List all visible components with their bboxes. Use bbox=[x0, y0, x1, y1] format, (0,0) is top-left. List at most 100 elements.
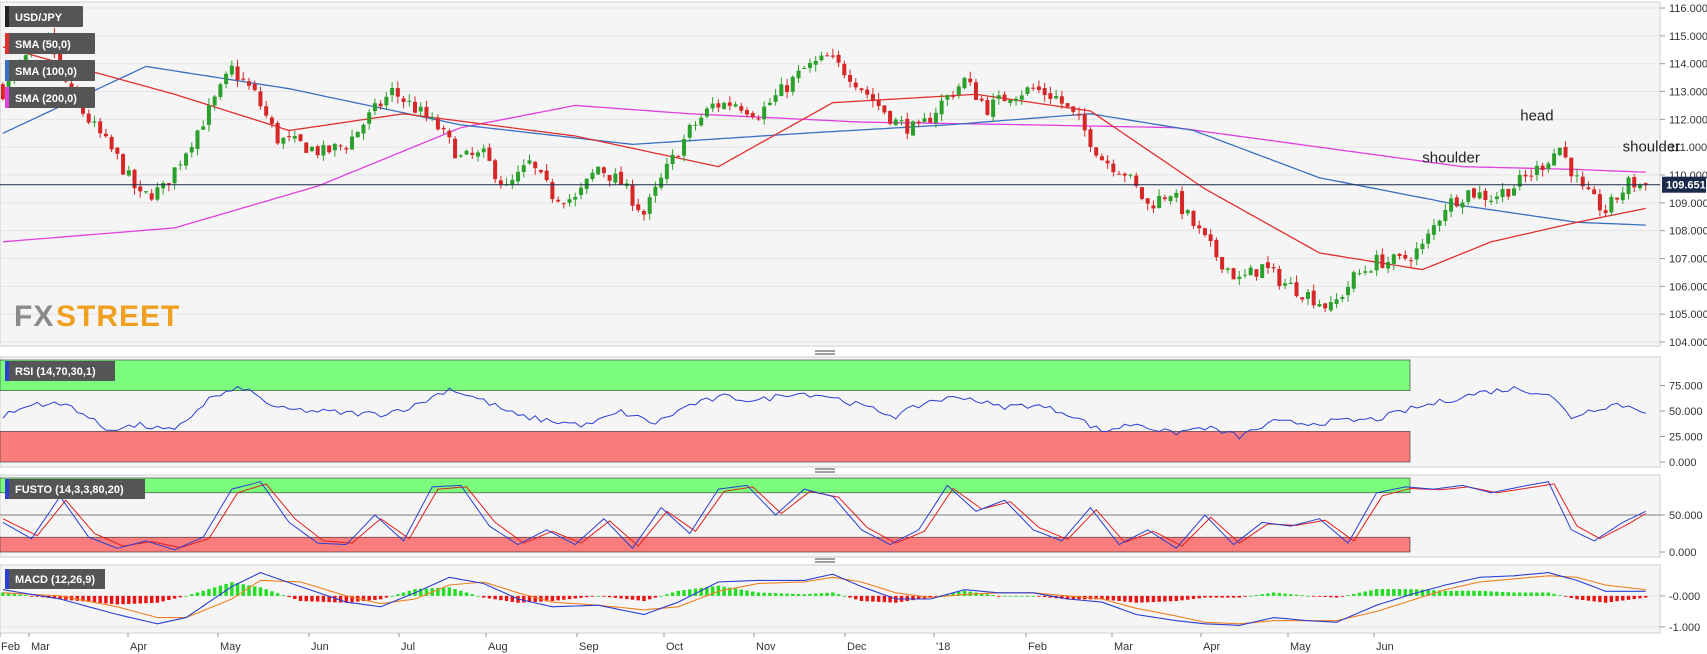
macd-hist-bar bbox=[1512, 592, 1516, 596]
macd-hist-bar bbox=[962, 590, 967, 596]
candle-body bbox=[1592, 189, 1597, 195]
macd-hist-bar bbox=[510, 595, 515, 602]
candle-body bbox=[1117, 173, 1122, 175]
candle-body bbox=[573, 196, 578, 200]
candle-body bbox=[1208, 234, 1213, 242]
candle-body bbox=[682, 139, 687, 156]
macd-hist-bar bbox=[991, 595, 995, 596]
macd-hist-bar bbox=[321, 595, 326, 602]
macd-hist-bar bbox=[155, 595, 160, 603]
price-tick-label: 112.000 bbox=[1669, 114, 1707, 126]
rsi-tick-label: 25.000 bbox=[1669, 432, 1703, 444]
macd-hist-bar bbox=[1535, 592, 1539, 596]
candle-body bbox=[1363, 271, 1368, 273]
candle-body bbox=[813, 60, 818, 65]
legend-box[interactable] bbox=[5, 87, 95, 108]
candle-body bbox=[973, 82, 978, 100]
macd-hist-bar bbox=[275, 593, 280, 596]
macd-hist-bar bbox=[293, 595, 297, 600]
candle-body bbox=[596, 166, 601, 175]
candle-body bbox=[1368, 271, 1373, 273]
candle-body bbox=[722, 102, 727, 109]
legend-item-sma-100-0[interactable]: SMA (100,0) bbox=[5, 60, 95, 81]
candle-body bbox=[401, 98, 406, 103]
macd-hist-bar bbox=[373, 595, 377, 600]
legend-box[interactable] bbox=[5, 60, 95, 81]
resize-handle-3[interactable] bbox=[815, 558, 835, 563]
macd-hist-bar bbox=[92, 595, 97, 603]
x-tick-label: Jul bbox=[401, 641, 415, 653]
annotation-shoulder: shoulder bbox=[1422, 149, 1480, 166]
candle-body bbox=[178, 164, 183, 166]
candle-body bbox=[641, 210, 646, 215]
price-tick-label: 109.000 bbox=[1669, 198, 1707, 210]
panel-label-box[interactable] bbox=[5, 361, 115, 381]
macd-hist-bar bbox=[436, 587, 440, 596]
macd-hist-bar bbox=[1186, 595, 1190, 600]
fusto-label[interactable]: FUSTO (14,3,3,80,20) bbox=[5, 479, 145, 499]
macd-hist-bar bbox=[636, 595, 640, 601]
rsi-path bbox=[2, 385, 1646, 440]
panel-label-box[interactable] bbox=[5, 569, 105, 589]
candle-body bbox=[630, 184, 635, 206]
candle-body bbox=[1099, 156, 1104, 161]
macd-label[interactable]: MACD (12,26,9) bbox=[5, 569, 105, 589]
candle-body bbox=[1048, 93, 1053, 99]
x-tick-label: Apr bbox=[1203, 641, 1220, 653]
candle-body bbox=[1174, 192, 1179, 198]
candle-body bbox=[23, 55, 28, 64]
macd-hist-bar bbox=[1369, 590, 1373, 596]
macd-hist-bar bbox=[1277, 593, 1282, 596]
macd-hist-bar bbox=[253, 586, 257, 596]
candle-body bbox=[659, 177, 664, 188]
candle-body bbox=[1374, 254, 1379, 271]
candle-body bbox=[418, 106, 423, 112]
candle-body bbox=[412, 101, 418, 113]
candle-body bbox=[1351, 272, 1356, 289]
macd-hist-bar bbox=[1523, 592, 1528, 596]
panel-label-box[interactable] bbox=[5, 479, 145, 499]
candle-body bbox=[1128, 174, 1133, 176]
candle-body bbox=[281, 137, 286, 144]
rsi-label[interactable]: RSI (14,70,30,1) bbox=[5, 361, 115, 381]
macd-hist-bar bbox=[733, 588, 738, 596]
candle-body bbox=[859, 88, 864, 91]
legend-item-sma-50-0[interactable]: SMA (50,0) bbox=[5, 33, 95, 54]
macd-hist-bar bbox=[1374, 589, 1379, 596]
legend-item-usd-jpy[interactable]: USD/JPY bbox=[5, 6, 83, 27]
legend-item-sma-200-0[interactable]: SMA (200,0) bbox=[5, 87, 95, 108]
legend-box[interactable] bbox=[5, 33, 95, 54]
macd-hist-bar bbox=[1329, 595, 1333, 598]
macd-hist-bar bbox=[1518, 592, 1522, 596]
candle-body bbox=[1615, 197, 1620, 200]
candle-body bbox=[1248, 267, 1253, 276]
candle-body bbox=[1563, 146, 1568, 158]
candle-body bbox=[344, 148, 349, 150]
resize-handle-2[interactable] bbox=[815, 468, 835, 473]
macd-hist-bar bbox=[1145, 595, 1150, 603]
candle-body bbox=[1552, 153, 1557, 166]
macd-hist-bar bbox=[310, 595, 314, 602]
panel-resize-handles[interactable] bbox=[815, 350, 835, 563]
candle-body bbox=[1466, 190, 1471, 202]
candle-body bbox=[533, 161, 538, 169]
candle-body bbox=[1426, 233, 1431, 244]
sma-200-line bbox=[2, 104, 1646, 243]
x-tick-label: '18 bbox=[936, 641, 950, 653]
macd-hist-bar bbox=[499, 595, 503, 601]
macd-hist-bar bbox=[1609, 595, 1614, 602]
macd-hist-bar bbox=[751, 591, 755, 596]
macd-hist-bar bbox=[1243, 595, 1247, 597]
candle-body bbox=[905, 118, 910, 134]
macd-hist-bar bbox=[562, 595, 566, 600]
legend-box[interactable] bbox=[5, 6, 83, 27]
candle-body bbox=[1397, 253, 1402, 257]
indicator-legend[interactable]: USD/JPY SMA (50,0) SMA (100,0) SMA (200,0) bbox=[5, 6, 95, 108]
price-y-axis: 116.000 115.000 114.000 113.000 112.000 111.0… bbox=[1660, 3, 1707, 349]
resize-handle-1[interactable] bbox=[815, 350, 835, 355]
macd-hist-bar bbox=[218, 585, 223, 596]
candle-body bbox=[367, 112, 372, 124]
candle-body bbox=[1626, 177, 1631, 195]
candle-body bbox=[201, 126, 206, 130]
candle-body bbox=[1260, 264, 1265, 278]
